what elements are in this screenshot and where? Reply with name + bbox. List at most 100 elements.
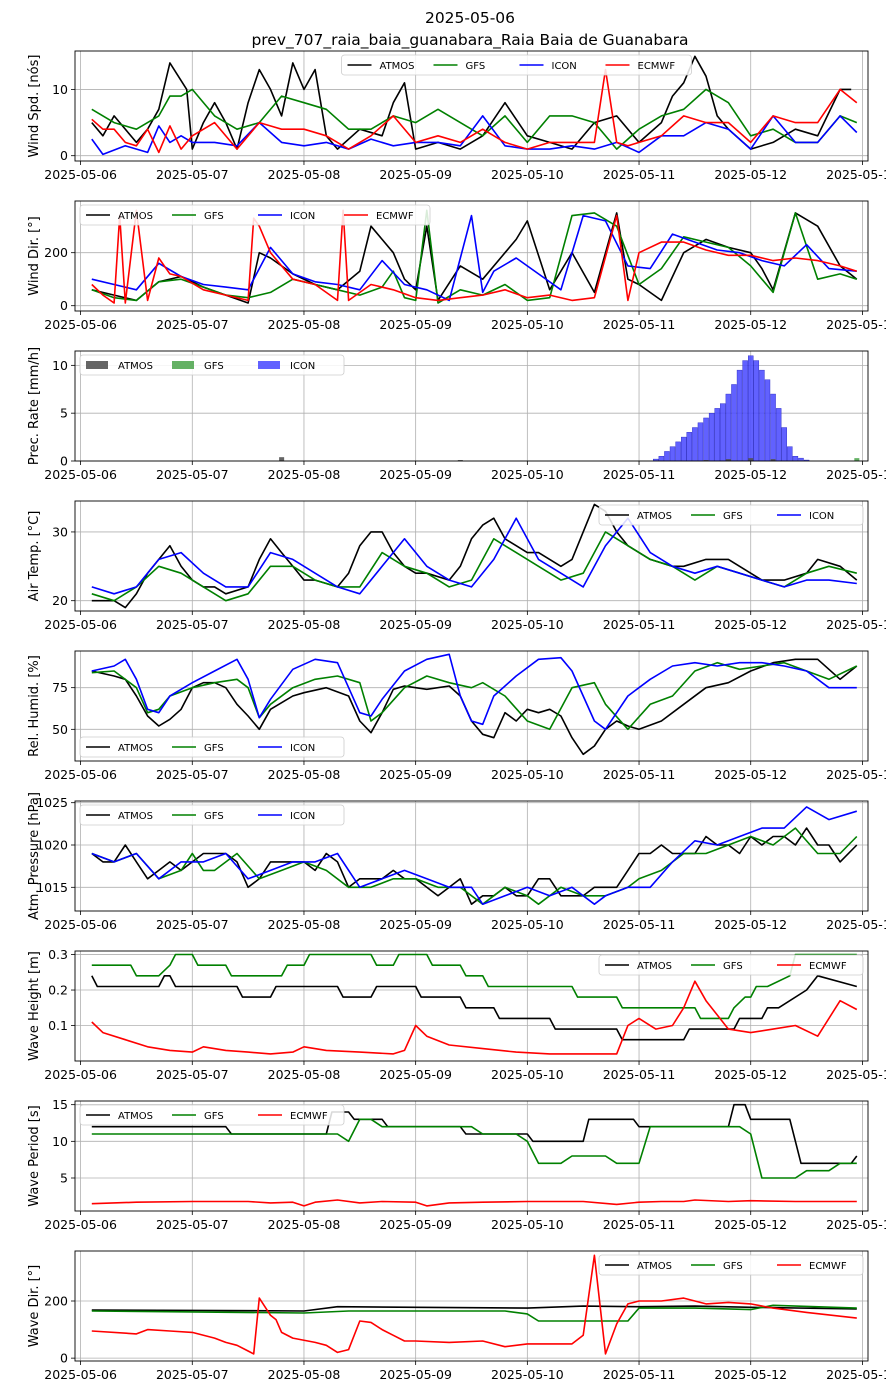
x-tick-label: 2025-05-10 (491, 917, 564, 932)
panel-9: 2025-05-06 2025-05-07 2025-05-08 2025-05-09… (27, 1250, 886, 1382)
y-tick-label: 1020 (36, 838, 68, 853)
bar-icon (753, 360, 760, 461)
y-axis-label: Wave Period [s] (27, 1105, 42, 1206)
x-tick-label: 2025-05-13 (826, 617, 886, 632)
bar-icon (770, 393, 776, 461)
series-line-icon (91, 115, 858, 156)
bar-icon (692, 427, 698, 461)
legend-label-ecmwf: ECMWF (809, 961, 847, 972)
plot-area (91, 503, 858, 609)
x-tick-label: 2025-05-10 (491, 467, 564, 482)
axes-frame (74, 800, 869, 912)
legend-box (598, 504, 864, 526)
series-line-icon (91, 214, 857, 302)
y-tick-label: 0.2 (48, 983, 68, 998)
legend-label-atmos: ATMOS (118, 361, 153, 372)
panel-3: 2025-05-06 2025-05-07 2025-05-08 2025-05-09… (27, 347, 886, 482)
legend-swatch-gfs (172, 361, 194, 369)
x-tick-label: 2025-05-10 (491, 617, 564, 632)
series-line-atmos (91, 974, 858, 1041)
bar-icon (703, 417, 709, 461)
y-tick-label: 0.1 (48, 1018, 68, 1033)
legend-box (598, 1254, 864, 1276)
bar-icon (759, 369, 765, 461)
series-line-gfs (91, 1304, 857, 1322)
panel-6: 2025-05-06 2025-05-07 2025-05-08 2025-05-09… (27, 792, 886, 932)
series-line-atmos (91, 55, 852, 150)
x-tick-label: 2025-05-08 (268, 917, 341, 932)
x-tick-label: 2025-05-12 (714, 1067, 787, 1082)
x-tick-label: 2025-05-08 (268, 317, 341, 332)
x-tick-label: 2025-05-09 (379, 317, 452, 332)
x-tick-label: 2025-05-06 (44, 467, 117, 482)
plot-area (91, 55, 858, 156)
legend-label-icon: ICON (290, 811, 315, 822)
series-line-ecmwf (91, 68, 858, 154)
bar-atmos (770, 459, 776, 461)
legend-label-atmos: ATMOS (637, 1261, 672, 1272)
x-tick-label: 2025-05-09 (379, 1367, 452, 1382)
axes-frame (74, 950, 869, 1062)
legend-label-ecmwf: ECMWF (638, 61, 676, 72)
x-tick-label: 2025-05-09 (379, 167, 452, 182)
x-tick-label: 2025-05-13 (826, 767, 886, 782)
bar-icon (748, 355, 754, 461)
bar-icon (714, 408, 720, 461)
legend-swatch-atmos (86, 361, 108, 369)
x-tick-label: 2025-05-07 (156, 1217, 229, 1232)
x-tick-label: 2025-05-11 (603, 317, 676, 332)
legend-label-gfs: GFS (723, 511, 743, 522)
x-tick-label: 2025-05-11 (603, 617, 676, 632)
x-tick-label: 2025-05-09 (379, 617, 452, 632)
legend-box (79, 1104, 345, 1126)
legend-label-atmos: ATMOS (118, 743, 153, 754)
panel-5: 2025-05-06 2025-05-07 2025-05-08 2025-05-09… (27, 650, 886, 782)
y-tick-label: 15 (52, 1097, 68, 1112)
x-tick-label: 2025-05-07 (156, 617, 229, 632)
x-tick-label: 2025-05-06 (44, 617, 117, 632)
plot-area (91, 209, 858, 304)
x-tick-label: 2025-05-11 (603, 1217, 676, 1232)
series-line-ecmwf (91, 1199, 857, 1207)
y-axis-label: Wind Spd. [nós] (27, 55, 42, 158)
bar-icon (803, 459, 810, 461)
panel-2: 2025-05-06 2025-05-07 2025-05-08 2025-05-09… (27, 200, 886, 332)
x-tick-label: 2025-05-12 (714, 617, 787, 632)
y-tick-label: 0 (60, 454, 68, 469)
plot-area (91, 653, 858, 756)
x-tick-label: 2025-05-07 (156, 1067, 229, 1082)
x-tick-label: 2025-05-06 (44, 1067, 117, 1082)
series-line-ecmwf (91, 209, 858, 304)
legend-box (598, 954, 864, 976)
panel-8: 2025-05-06 2025-05-07 2025-05-08 2025-05-09… (27, 1097, 886, 1232)
series-line-icon (91, 806, 858, 906)
legend: ATMOS GFS ICON ECMWF (79, 204, 431, 226)
x-tick-label: 2025-05-12 (714, 1217, 787, 1232)
series-line-icon (91, 517, 857, 595)
x-tick-label: 2025-05-07 (156, 767, 229, 782)
bar-atmos (748, 458, 754, 461)
legend-box (79, 354, 345, 376)
y-axis-label: Wave Height [m] (27, 951, 42, 1061)
x-tick-label: 2025-05-07 (156, 167, 229, 182)
bar-icon (697, 422, 704, 461)
legend-box (79, 736, 345, 758)
series-line-icon (91, 653, 857, 731)
bar-icon (781, 427, 787, 461)
bar-atmos (279, 457, 285, 461)
legend: ATMOS GFS ICON ECMWF (341, 54, 692, 76)
y-axis-label: Prec. Rate [mm/h] (27, 347, 42, 465)
axes-frame (74, 650, 869, 762)
x-tick-label: 2025-05-09 (379, 917, 452, 932)
axes-frame (74, 1100, 869, 1212)
y-axis-label: Atm. Pressure [hPa] (27, 792, 42, 920)
axes-frame (74, 50, 869, 162)
y-axis-label: Rel. Humid. [%] (27, 655, 42, 757)
legend-label-atmos: ATMOS (637, 511, 672, 522)
bar-icon (731, 384, 737, 461)
series-line-atmos (91, 827, 858, 906)
x-tick-label: 2025-05-06 (44, 167, 117, 182)
series-line-gfs (91, 827, 858, 906)
legend-label-gfs: GFS (204, 361, 224, 372)
